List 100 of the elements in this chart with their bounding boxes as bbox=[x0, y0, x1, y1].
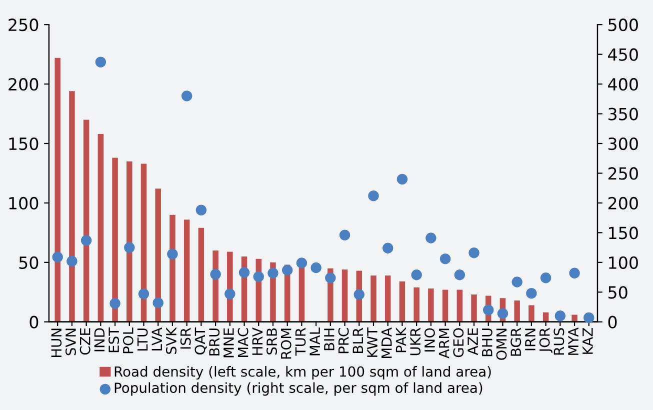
y2-tick-label: 400 bbox=[608, 78, 638, 91]
x-tick-label: MYA bbox=[568, 328, 578, 355]
x-tick-label: PAK bbox=[396, 327, 406, 352]
y2-tick-label: 150 bbox=[609, 226, 638, 240]
point bbox=[310, 262, 322, 274]
y-tick-label: 0 bbox=[30, 316, 38, 328]
x-tick-label: ARM bbox=[438, 328, 450, 358]
point bbox=[52, 252, 63, 262]
x-tick-label: PRC bbox=[338, 328, 349, 354]
y-tick-label: 200 bbox=[8, 78, 38, 91]
point bbox=[253, 271, 264, 282]
bar bbox=[112, 158, 118, 322]
y-tick-label: 250 bbox=[8, 18, 38, 32]
x-tick-label: GEO bbox=[453, 328, 464, 358]
bar bbox=[170, 214, 176, 322]
point bbox=[368, 190, 379, 202]
x-tick-label: BRU bbox=[209, 328, 220, 356]
x-tick-label: KAZ bbox=[582, 328, 593, 354]
point bbox=[268, 268, 278, 278]
point bbox=[396, 174, 408, 185]
x-tick-label: EST bbox=[108, 327, 120, 352]
point bbox=[95, 56, 106, 68]
point bbox=[138, 288, 150, 300]
bar bbox=[514, 300, 520, 322]
bar bbox=[298, 266, 305, 322]
x-tick-label: QAT bbox=[194, 327, 207, 354]
y2-tick-label: 0 bbox=[608, 316, 617, 328]
y2-tick-label: 450 bbox=[608, 48, 638, 61]
x-tick-label: JOR bbox=[539, 328, 552, 353]
x-tick-label: HUN bbox=[51, 328, 62, 358]
y2-tick-label: 100 bbox=[609, 256, 638, 269]
point bbox=[80, 235, 92, 246]
bar bbox=[442, 290, 448, 322]
point bbox=[440, 253, 451, 264]
bar bbox=[184, 220, 190, 322]
x-tick-label: AZE bbox=[468, 328, 478, 356]
bar bbox=[428, 288, 434, 322]
bar bbox=[198, 228, 204, 322]
y2-tick-label: 250 bbox=[608, 167, 638, 180]
x-tick-label: IRN bbox=[525, 328, 536, 350]
point bbox=[196, 204, 207, 216]
x-tick-label: HRV bbox=[252, 328, 262, 355]
y2-tick-label: 300 bbox=[608, 137, 638, 150]
point bbox=[426, 232, 436, 244]
point bbox=[66, 256, 78, 267]
x-tick-label: BLR bbox=[352, 328, 363, 353]
bar bbox=[342, 270, 348, 322]
bar bbox=[528, 305, 534, 322]
point bbox=[354, 289, 364, 300]
bar bbox=[140, 164, 147, 322]
x-tick-label: LTU bbox=[137, 328, 148, 351]
x-tick-label: ROM bbox=[280, 328, 292, 359]
x-tick-label: BGR bbox=[510, 328, 522, 356]
bar bbox=[399, 281, 406, 322]
x-tick-label: BIH bbox=[324, 328, 334, 350]
y2-tick-label: 350 bbox=[608, 108, 638, 120]
y2-tick-label: 50 bbox=[608, 286, 628, 299]
point bbox=[540, 272, 552, 284]
x-tick-label: MNE bbox=[224, 328, 234, 358]
point bbox=[152, 297, 164, 308]
point bbox=[569, 268, 580, 278]
x-tick-label: SVK bbox=[166, 327, 176, 354]
x-tick-label: KWT bbox=[367, 327, 378, 357]
x-tick-label: IND bbox=[94, 328, 104, 352]
point bbox=[483, 304, 494, 316]
point bbox=[167, 248, 178, 260]
x-tick-label: BHU bbox=[482, 328, 492, 356]
bar bbox=[471, 294, 477, 322]
point bbox=[512, 276, 522, 288]
point bbox=[282, 264, 293, 276]
bar bbox=[155, 188, 161, 322]
point bbox=[224, 288, 236, 300]
point bbox=[210, 268, 221, 280]
x-tick-label: SVN bbox=[65, 328, 76, 356]
x-tick-label: OMN bbox=[496, 328, 507, 360]
bar bbox=[126, 161, 132, 322]
x-tick-label: CZE bbox=[80, 328, 90, 355]
bar bbox=[54, 58, 60, 322]
point bbox=[181, 90, 192, 102]
point bbox=[554, 310, 566, 322]
bar bbox=[572, 314, 578, 322]
y2-tick-label: 500 bbox=[608, 18, 638, 32]
point bbox=[110, 298, 120, 309]
x-tick-label: RUS bbox=[554, 328, 564, 355]
bar bbox=[69, 91, 75, 322]
x-tick-label: TUR bbox=[295, 328, 306, 356]
point bbox=[124, 242, 135, 253]
point bbox=[339, 230, 350, 240]
y2-tick-label: 200 bbox=[608, 196, 638, 210]
x-tick-label: SRB bbox=[266, 328, 278, 354]
x-tick-label: ISR bbox=[180, 328, 191, 349]
y-tick-label: 150 bbox=[9, 137, 38, 150]
bar bbox=[98, 134, 104, 322]
bar bbox=[83, 120, 90, 322]
point bbox=[238, 267, 250, 278]
legend-label: Road density (left scale, km per 100 sqm of land area) bbox=[114, 366, 491, 380]
point bbox=[526, 288, 537, 299]
y-tick-label: 100 bbox=[9, 196, 38, 210]
x-tick-label: MAL bbox=[310, 327, 320, 356]
x-tick-label: UKR bbox=[410, 328, 421, 356]
